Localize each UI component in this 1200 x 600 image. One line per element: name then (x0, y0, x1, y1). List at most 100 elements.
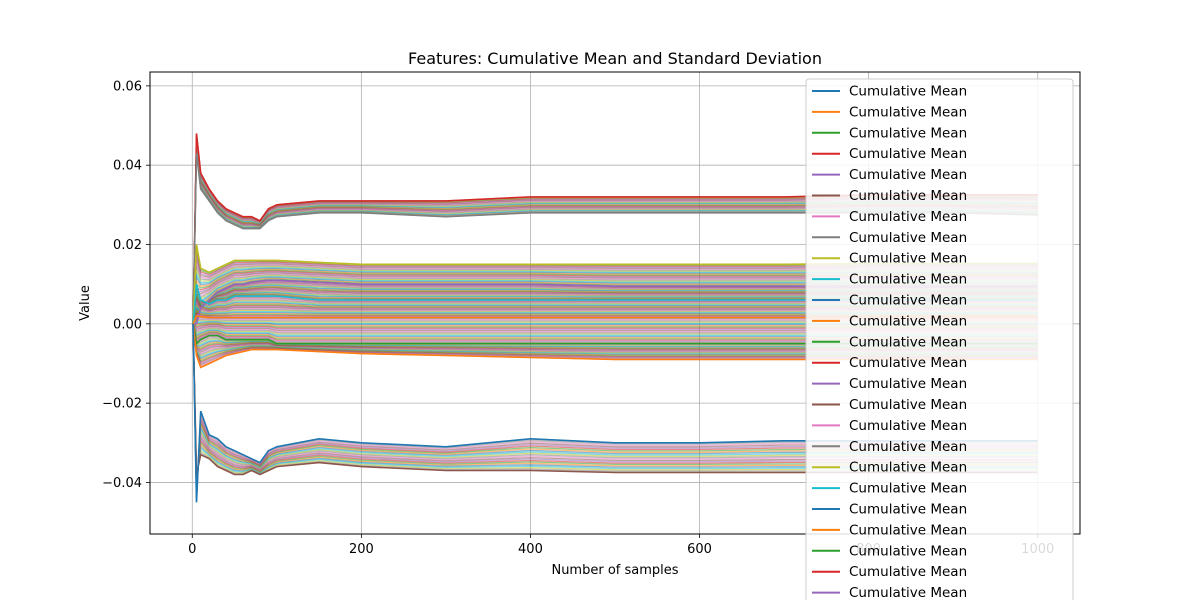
band-line (192, 323, 1038, 483)
series-line (192, 323, 1038, 346)
band-line (192, 323, 1038, 490)
band-line (192, 301, 1038, 324)
series-line (192, 323, 1038, 503)
legend-label: Cumulative Mean (849, 125, 967, 141)
band-line (192, 323, 1038, 485)
band-line (192, 271, 1038, 324)
band-line (192, 291, 1038, 324)
band-line (192, 310, 1038, 324)
band-line (192, 323, 1038, 479)
band-line (192, 320, 1038, 325)
chart-title: Features: Cumulative Mean and Standard D… (408, 49, 822, 68)
legend-label: Cumulative Mean (849, 397, 967, 413)
x-tick-label: 200 (349, 542, 374, 557)
legend-label: Cumulative Mean (849, 522, 967, 538)
legend-label: Cumulative Mean (849, 230, 967, 246)
series-line (192, 283, 1038, 324)
legend-label: Cumulative Mean (849, 564, 967, 580)
band-line (192, 266, 1038, 324)
legend-label: Cumulative Mean (849, 334, 967, 350)
band-line (192, 294, 1038, 324)
band-line (192, 269, 1038, 324)
plot-frame (149, 71, 1081, 535)
band-line (192, 251, 1038, 324)
band-line (192, 323, 1038, 338)
band-line (192, 323, 1038, 480)
band-line (192, 323, 1038, 335)
legend-label: Cumulative Mean (849, 272, 967, 288)
band-line (192, 323, 1038, 497)
legend-label: Cumulative Mean (849, 293, 967, 309)
band-line (192, 323, 1038, 495)
band-line (192, 323, 1038, 339)
band-line (192, 272, 1038, 324)
legend-label: Cumulative Mean (849, 209, 967, 225)
band-line (192, 322, 1038, 327)
band-line (192, 305, 1038, 324)
band-line (192, 323, 1038, 328)
series-line (192, 153, 1038, 324)
band-line (192, 319, 1038, 325)
legend-label: Cumulative Mean (849, 543, 967, 559)
legend-label: Cumulative Mean (849, 418, 967, 434)
x-tick-label: 0 (188, 542, 196, 557)
legend-label: Cumulative Mean (849, 502, 967, 518)
band-line (192, 323, 1038, 331)
legend-box (805, 78, 1074, 600)
band-line (192, 255, 1038, 324)
band-line (192, 323, 1038, 494)
y-tick-label: −0.04 (102, 476, 142, 491)
band-line (192, 323, 1038, 340)
band-line (192, 247, 1038, 324)
legend-label: Cumulative Mean (849, 167, 967, 183)
series-layer (192, 133, 1038, 503)
band-line (192, 278, 1038, 325)
band-line (192, 258, 1038, 324)
band-line (193, 321, 1038, 326)
band-line (192, 294, 1038, 324)
legend-label: Cumulative Mean (849, 146, 967, 162)
band-line (192, 323, 1038, 478)
band-line (192, 323, 1038, 344)
band-line (192, 273, 1038, 324)
band-line (192, 323, 1038, 500)
y-tick-label: −0.02 (102, 397, 142, 412)
band-line (192, 323, 1038, 498)
band-line (192, 307, 1038, 324)
band-line (192, 267, 1038, 324)
x-axis-label: Number of samples (551, 563, 678, 578)
legend-label: Cumulative Mean (849, 439, 967, 455)
legend-label: Cumulative Mean (849, 460, 967, 476)
band-line (192, 323, 1038, 489)
band-line (192, 276, 1038, 324)
band-line (192, 317, 1038, 325)
band-line (192, 323, 1038, 493)
band-line (192, 296, 1038, 324)
band-line (192, 292, 1038, 324)
band-line (192, 323, 1038, 342)
band-line (192, 308, 1038, 324)
series-line (192, 314, 1038, 325)
legend-label: Cumulative Mean (849, 84, 967, 100)
legend-label: Cumulative Mean (849, 376, 967, 392)
band-line (192, 323, 1038, 333)
series-line (192, 244, 1038, 324)
y-tick-label: 0.06 (113, 79, 142, 94)
band-line (192, 323, 1038, 499)
band-line (192, 265, 1038, 324)
band-line (192, 312, 1038, 324)
band-line (192, 289, 1038, 324)
y-tick-label: 0.02 (113, 238, 142, 253)
band-line (192, 268, 1038, 324)
y-tick-label: 0.00 (113, 317, 142, 332)
legend-label: Cumulative Mean (849, 313, 967, 329)
band-line (192, 323, 1038, 484)
band-line (192, 275, 1038, 324)
legend-label: Cumulative Mean (849, 585, 967, 600)
band-line (192, 304, 1038, 324)
band-line (192, 288, 1038, 324)
band-line (192, 323, 1038, 334)
x-tick-label: 600 (687, 542, 712, 557)
band-line (192, 323, 1038, 476)
band-line (192, 262, 1038, 324)
